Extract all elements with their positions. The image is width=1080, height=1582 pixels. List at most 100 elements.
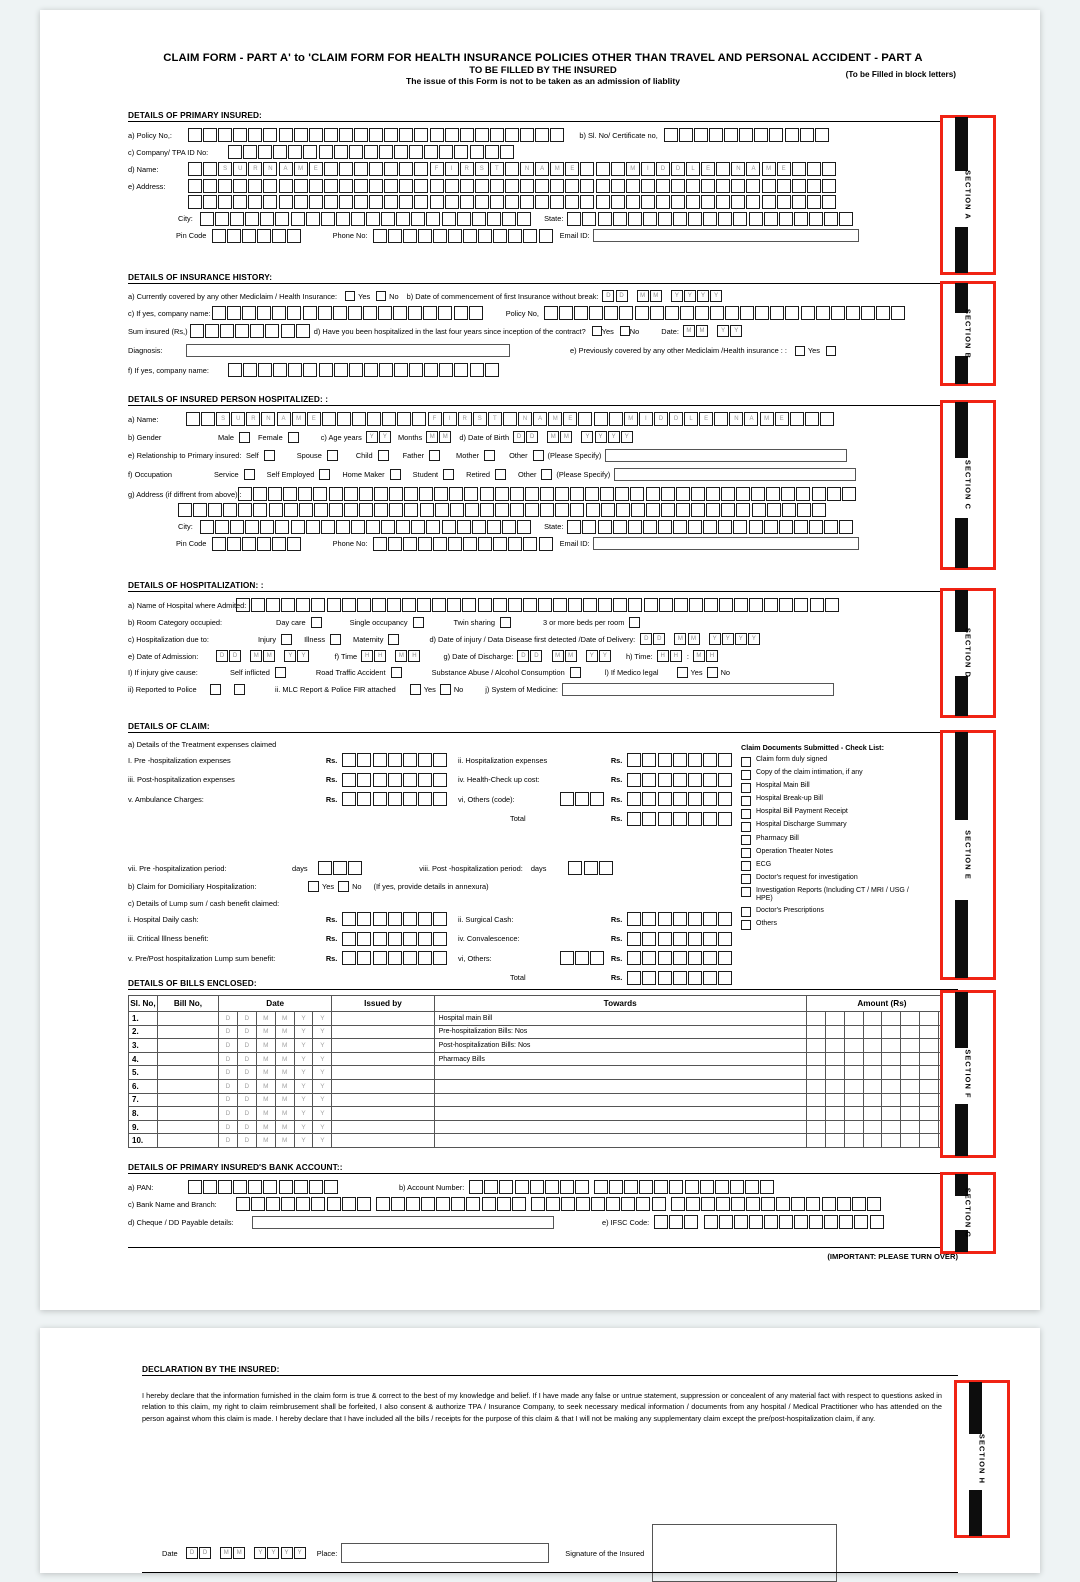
bills-towards-cell[interactable]: Pre-hospitalization Bills: Nos [433,1024,807,1040]
comb-cell[interactable] [791,194,806,209]
bills-amount-cell[interactable] [824,1092,845,1108]
comb-cell[interactable] [439,145,454,159]
hospitalized-4yrs-no-checkbox[interactable] [619,326,630,336]
bills-amount-cell[interactable] [881,1092,902,1108]
comb-cell[interactable] [565,194,580,209]
comb-cell[interactable] [678,128,693,142]
comb-cell[interactable]: S [216,412,231,426]
checklist-item-checkbox[interactable] [741,907,751,918]
checklist-item-checkbox[interactable] [741,808,751,819]
bills-amount-cell[interactable] [862,1106,883,1121]
checklist-item[interactable]: Hospital Discharge Summary [741,821,917,832]
comb-cell[interactable] [342,951,357,965]
checklist-item-checkbox[interactable] [741,756,751,767]
comb-cell[interactable] [372,931,387,946]
comb-cell[interactable] [296,598,311,612]
bills-amount-cell[interactable] [843,1065,864,1080]
hospitalized-city-input[interactable] [200,519,532,534]
comb-cell[interactable] [718,1215,733,1229]
comb-cell[interactable] [387,753,402,767]
comb-cell[interactable] [402,228,417,243]
comb-cell[interactable] [459,194,474,209]
comb-cell[interactable] [731,179,746,193]
comb-cell[interactable] [776,194,791,209]
comb-cell[interactable] [343,487,358,501]
comb-cell[interactable] [508,536,523,551]
comb-cell[interactable] [574,792,589,806]
bills-amount-cell[interactable] [824,1133,845,1148]
comb-cell[interactable]: M [560,431,573,443]
comb-cell[interactable] [624,1180,639,1194]
comb-cell[interactable] [245,211,260,226]
comb-cell[interactable] [636,1197,651,1211]
comb-cell[interactable] [703,519,718,534]
comb-cell[interactable] [604,306,619,320]
bills-amount-cell[interactable] [805,1038,826,1053]
comb-cell[interactable] [402,753,417,767]
comb-cell[interactable]: N [518,412,533,426]
comb-cell[interactable] [672,753,687,767]
hospitalization-due-maternity-checkbox[interactable] [388,633,400,645]
comb-cell[interactable] [779,1215,793,1229]
comb-cell[interactable] [657,912,672,926]
comb-cell[interactable] [372,228,387,243]
comb-cell[interactable] [630,487,645,501]
email-id-input[interactable] [592,229,859,242]
comb-cell[interactable]: M [395,650,408,662]
bills-date-cell[interactable]: Y [312,1119,333,1135]
comb-cell[interactable] [356,1197,371,1211]
checklist-item[interactable]: Hospital Bill Payment Receipt [741,808,917,819]
comb-cell[interactable] [502,412,517,426]
comb-cell[interactable] [809,598,824,612]
bills-date-cell[interactable]: D [218,1092,238,1108]
comb-cell[interactable] [492,598,507,612]
comb-cell[interactable]: F [429,162,444,176]
comb-cell[interactable] [494,487,509,501]
bills-date-cell[interactable]: M [274,1133,295,1148]
comb-cell[interactable] [823,211,838,226]
bills-date-cell[interactable]: D [236,1024,257,1040]
comb-cell[interactable] [381,211,396,226]
comb-cell[interactable] [336,412,351,426]
comb-cell[interactable]: Y [598,650,611,662]
comb-cell[interactable]: E [699,412,714,426]
comb-cell[interactable] [778,211,793,226]
bills-issued-by-cell[interactable] [331,1092,435,1108]
comb-cell[interactable] [501,211,516,226]
comb-cell[interactable] [657,211,672,226]
comb-cell[interactable]: D [199,1547,212,1559]
comb-cell[interactable] [642,772,657,787]
comb-cell[interactable] [839,1215,854,1229]
comb-cell[interactable] [610,162,625,176]
comb-cell[interactable] [672,970,687,985]
comb-cell[interactable]: Y [717,325,730,337]
medico-legal-no-checkbox[interactable] [706,667,718,678]
comb-cell[interactable] [378,306,393,320]
comb-cell[interactable] [763,1215,778,1229]
comb-cell[interactable] [700,1197,715,1211]
lump-right-code-input[interactable] [559,951,605,965]
comb-cell[interactable] [597,519,612,534]
bills-amount-cell[interactable] [824,1011,845,1026]
comb-cell[interactable] [781,487,796,501]
comb-cell[interactable] [714,1180,729,1194]
bills-date-cell[interactable]: D [236,1119,257,1135]
comb-cell[interactable]: M [696,325,709,337]
bills-date-cell[interactable]: M [255,1106,276,1121]
comb-cell[interactable] [258,145,273,159]
comb-cell[interactable] [350,211,365,226]
comb-cell[interactable]: D [671,162,685,176]
comb-cell[interactable] [236,598,250,612]
comb-cell[interactable] [504,128,519,142]
comb-cell[interactable] [672,811,687,826]
comb-cell[interactable] [669,1180,684,1194]
comb-cell[interactable] [702,912,717,926]
comb-cell[interactable] [236,1197,250,1211]
comb-cell[interactable]: Y [730,325,743,337]
comb-cell[interactable]: M [623,412,638,426]
comb-cell[interactable] [387,912,402,926]
comb-cell[interactable] [432,792,447,806]
